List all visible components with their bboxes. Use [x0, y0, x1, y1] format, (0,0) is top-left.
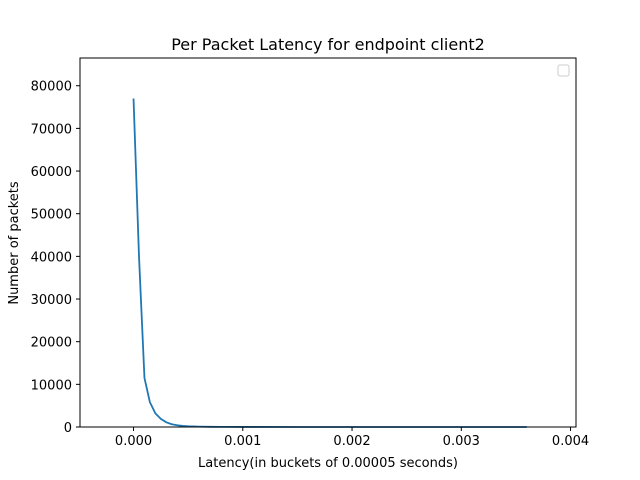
legend-box [557, 64, 570, 77]
y-tick-label: 70000 [31, 122, 72, 137]
y-tick-label: 40000 [31, 250, 72, 265]
y-tick-label: 60000 [31, 165, 72, 180]
plot-frame [79, 57, 577, 428]
y-tick-label: 0 [64, 421, 72, 436]
x-tick-label: 0.004 [552, 434, 589, 449]
plot-area [80, 58, 576, 427]
x-tick-label: 0.000 [115, 434, 152, 449]
y-tick-label: 30000 [31, 293, 72, 308]
x-tick-label: 0.003 [443, 434, 480, 449]
y-tick-label: 10000 [31, 378, 72, 393]
y-tick-label: 20000 [31, 336, 72, 351]
x-tick-label: 0.001 [224, 434, 261, 449]
y-axis-label: Number of packets [7, 181, 22, 305]
chart-title: Per Packet Latency for endpoint client2 [171, 35, 485, 54]
y-tick-label: 80000 [31, 80, 72, 95]
y-tick-label: 50000 [31, 208, 72, 223]
x-tick-label: 0.002 [333, 434, 370, 449]
axes-layer: 0.000 0.001 0.002 0.003 0.004 0 10000 20000 3000… [31, 80, 590, 449]
x-axis-label: Latency(in buckets of 0.00005 seconds) [198, 456, 458, 471]
